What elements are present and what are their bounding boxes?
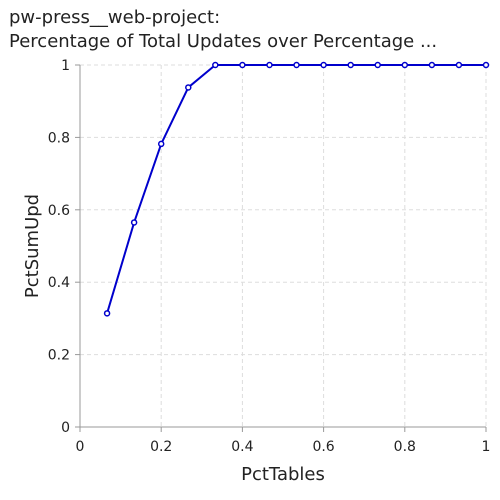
y-tick-label: 0.2 bbox=[48, 348, 70, 364]
x-tick-label: 1 bbox=[482, 439, 491, 455]
data-point bbox=[374, 61, 381, 69]
y-tick-label: 1 bbox=[61, 58, 70, 74]
data-point bbox=[212, 61, 219, 69]
chart-title: pw-press__web-project: Percentage of Tot… bbox=[9, 6, 437, 54]
data-point bbox=[482, 61, 490, 69]
chart-title-line-1: pw-press__web-project: bbox=[9, 7, 221, 28]
y-tick-label: 0.6 bbox=[48, 203, 70, 219]
y-tick-label: 0 bbox=[61, 420, 70, 436]
x-tick-label: 0.6 bbox=[312, 439, 334, 455]
data-point bbox=[157, 140, 165, 148]
data-point bbox=[428, 61, 436, 69]
tick-labels: 0 0.2 0.4 0.6 0.8 1 0 0.2 0.4 0.6 0.8 1 bbox=[48, 58, 491, 455]
data-point bbox=[130, 219, 138, 226]
data-point bbox=[401, 61, 409, 69]
y-tick-label: 0.8 bbox=[48, 130, 70, 146]
x-tick-label: 0.4 bbox=[231, 439, 253, 455]
y-tick-label: 0.4 bbox=[48, 275, 70, 291]
y-axis-label: PctSumUpd bbox=[22, 194, 43, 298]
data-point bbox=[239, 61, 246, 69]
data-point bbox=[103, 310, 111, 317]
data-point bbox=[266, 61, 273, 69]
data-point bbox=[185, 84, 192, 91]
x-axis-label: PctTables bbox=[241, 464, 325, 485]
grid bbox=[79, 64, 487, 428]
axes bbox=[75, 64, 487, 432]
chart-title-line-2: Percentage of Total Updates over Percent… bbox=[9, 31, 438, 52]
series-line bbox=[106, 64, 486, 314]
x-tick-label: 0.2 bbox=[150, 439, 172, 455]
x-tick-label: 0 bbox=[76, 439, 85, 455]
data-point bbox=[320, 61, 327, 69]
x-tick-label: 0.8 bbox=[394, 439, 416, 455]
data-point bbox=[293, 61, 300, 69]
data-point bbox=[347, 61, 354, 69]
data-point bbox=[455, 61, 463, 69]
series-layer bbox=[103, 61, 490, 317]
